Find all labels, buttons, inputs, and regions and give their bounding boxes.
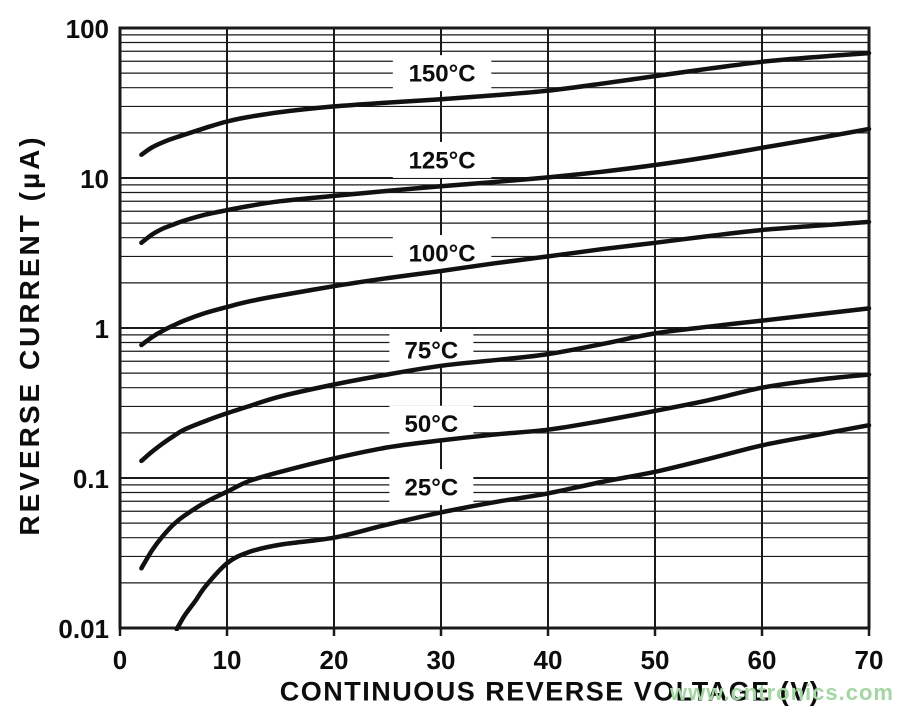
- curve-150c: [139, 50, 872, 157]
- x-tick-label: 50: [641, 645, 670, 675]
- grid: [119, 28, 870, 629]
- x-axis-ticks: [118, 628, 871, 636]
- curve-label: 100°C: [409, 241, 476, 268]
- y-tick-label: 0.1: [73, 464, 109, 494]
- watermark: www.cntronics.com: [669, 680, 894, 705]
- plot-border: [118, 26, 871, 630]
- curve-label-box: [392, 141, 492, 178]
- curve-25c: [174, 422, 872, 631]
- x-tick-label: 20: [320, 645, 349, 675]
- x-tick-label: 40: [534, 645, 563, 675]
- x-axis-tick-labels: 0 10 20 30 40 50 60 70: [113, 645, 884, 675]
- curve-100c: [139, 219, 872, 348]
- x-tick-label: 30: [427, 645, 456, 675]
- curves: [139, 50, 872, 631]
- curve-50c: [139, 372, 872, 571]
- curve-label: 25°C: [405, 475, 459, 502]
- curve-75c: [139, 306, 872, 464]
- curve-label: 50°C: [405, 411, 459, 438]
- y-axis-tick-labels: 100 10 1 0.1 0.01: [58, 14, 109, 644]
- x-tick-label: 70: [855, 645, 884, 675]
- curve-label-box: [392, 55, 492, 92]
- curve-label: 150°C: [409, 61, 476, 88]
- y-axis-title: REVERSE CURRENT (µA): [14, 134, 45, 536]
- x-tick-label: 60: [748, 645, 777, 675]
- x-tick-label: 10: [213, 645, 242, 675]
- x-tick-label: 0: [113, 645, 127, 675]
- curve-label-box: [389, 405, 474, 442]
- y-tick-label: 100: [66, 14, 109, 44]
- curve-label: 125°C: [409, 147, 476, 174]
- y-tick-label: 0.01: [58, 614, 109, 644]
- y-tick-label: 10: [80, 164, 109, 194]
- x-axis-title: CONTINUOUS REVERSE VOLTAGE (V): [279, 676, 821, 707]
- y-tick-label: 1: [95, 314, 109, 344]
- curve-label-box: [389, 469, 474, 506]
- curve-125c: [139, 126, 872, 246]
- curve-label: 75°C: [405, 337, 459, 364]
